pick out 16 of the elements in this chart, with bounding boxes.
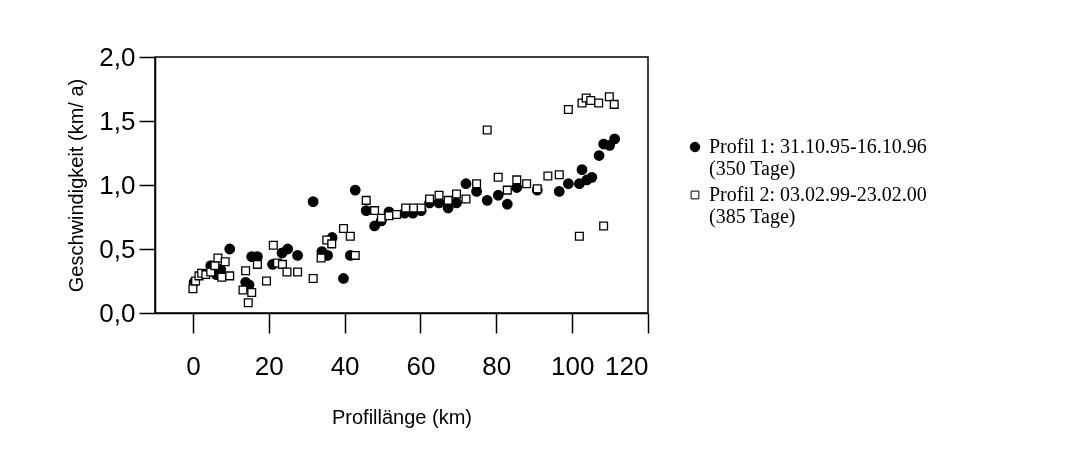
x-tick-label: 0 (186, 350, 201, 381)
y-tick-label: 0,0 (99, 297, 136, 328)
x-tick-label: 20 (254, 350, 284, 381)
x-axis-title: Profillänge (km) (331, 405, 473, 428)
y-tick-label: 1,5 (99, 105, 136, 136)
y-tick-label: 0,5 (99, 233, 136, 264)
legend-label: Profil 1: 31.10.95-16.10.96 (350 Tage) (709, 135, 927, 180)
x-tick-label: 80 (482, 350, 512, 381)
y-axis-title: Geschwindigkeit (km/ a) (65, 78, 88, 293)
y-tick-label: 2,0 (99, 41, 136, 72)
y-tick-label: 1,0 (99, 169, 136, 200)
legend-label: Profil 2: 03.02.99-23.02.00 (385 Tage) (709, 183, 927, 228)
x-tick-label: 120 (605, 350, 649, 381)
x-tick-label: 60 (406, 350, 436, 381)
x-tick-label: 40 (330, 350, 360, 381)
x-tick-label: 100 (550, 350, 595, 381)
